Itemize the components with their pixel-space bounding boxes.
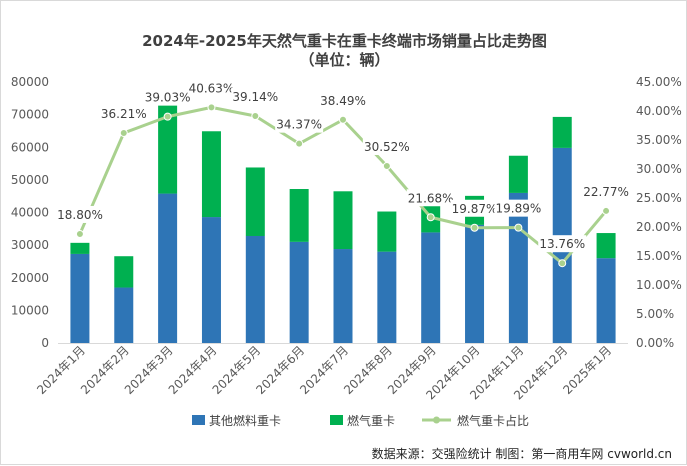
share-data-label-box [275,115,324,133]
share-data-label-box [187,79,236,97]
bar-gas [377,211,397,252]
share-data-label: 34.37% [276,118,322,132]
bar-gas [333,191,353,250]
legend-label-gas: 燃气重卡 [347,413,395,428]
share-point [339,115,347,124]
data-source-note: 数据来源：交强险统计 制图：第一商用车网 cvworld.cn [371,447,672,461]
y-right-tick-label: 30.00% [636,162,682,176]
share-data-label: 19.87% [452,202,498,216]
share-point [119,128,128,137]
share-point [514,223,523,232]
share-data-label-box [494,199,543,217]
bar-other-fuel [289,241,309,343]
share-data-label: 21.68% [408,191,454,205]
y-left-tick-label: 0 [41,336,49,350]
bar-gas [158,97,178,194]
share-data-label: 39.14% [232,90,278,104]
bar-other-fuel [333,249,353,343]
share-point [295,139,304,148]
y-left-tick-label: 50000 [11,173,49,187]
bar-other-fuel [245,235,265,343]
share-data-label: 36.21% [101,107,147,121]
bar-other-fuel [596,258,616,343]
bar-gas [596,233,616,259]
share-data-label-box [56,205,104,223]
y-left-tick-label: 40000 [11,206,49,220]
y-left-tick-label: 70000 [11,108,49,122]
bar-other-fuel [465,224,485,343]
y-left-tick-label: 20000 [11,271,49,285]
share-data-label-box [362,137,411,155]
share-point [426,213,435,222]
share-point [75,229,84,238]
share-data-label-box [143,88,192,106]
share-data-label: 18.80% [57,208,103,222]
share-data-label-box [582,182,631,200]
bar-gas [508,155,528,193]
bar-other-fuel [158,193,178,343]
bar-other-fuel [70,253,90,343]
share-data-label: 40.63% [189,81,235,95]
share-point [163,112,172,121]
y-right-tick-label: 20.00% [636,220,682,234]
y-left-tick-label: 60000 [11,140,49,154]
share-data-label: 39.03% [145,91,191,105]
share-point [558,259,567,268]
y-left-tick-label: 10000 [11,303,49,317]
share-data-label-box [99,104,148,122]
y-left-tick-label: 80000 [11,75,49,89]
share-data-label: 13.76% [539,237,585,251]
y-right-tick-label: 40.00% [636,104,682,118]
share-point [382,161,391,170]
share-point [207,103,216,112]
bar-gas [552,116,572,148]
bar-gas [289,189,309,242]
share-data-label-box [231,87,280,105]
legend-swatch-gas [330,415,343,425]
share-data-label-box [319,91,367,109]
bar-other-fuel [201,217,221,343]
bar-gas [70,242,90,254]
share-data-label-box [538,235,587,253]
bar-other-fuel [421,232,441,343]
legend-swatch-other-fuel [192,415,205,425]
share-point [470,223,479,232]
y-right-tick-label: 10.00% [636,278,682,292]
y-left-tick-label: 30000 [11,238,49,252]
legend-swatch-share-point [433,416,440,424]
chart-subtitle: （单位：辆） [299,51,390,69]
share-data-label: 38.49% [320,94,366,108]
share-point [251,111,260,120]
share-data-label-box [406,189,455,207]
chart-title: 2024年-2025年天然气重卡在重卡终端市场销量占比走势图 [142,32,547,50]
legend-label-share: 燃气重卡占比 [457,413,529,428]
y-right-tick-label: 25.00% [636,191,682,205]
share-point [602,206,611,215]
share-data-label: 30.52% [364,140,410,154]
y-right-tick-label: 0.00% [636,336,674,350]
y-right-tick-label: 15.00% [636,249,682,263]
legend-label-other-fuel: 其他燃料重卡 [209,413,281,428]
bar-other-fuel [377,251,397,343]
y-right-tick-label: 45.00% [636,75,682,89]
share-data-label-box [450,199,499,217]
y-right-tick-label: 35.00% [636,133,682,147]
bar-gas [245,167,265,236]
share-data-label: 22.77% [583,185,629,199]
bar-gas [201,131,221,218]
y-right-tick-label: 5.00% [636,307,674,321]
bar-gas [114,256,134,288]
bar-other-fuel [114,287,134,343]
share-data-label: 19.89% [496,202,542,216]
